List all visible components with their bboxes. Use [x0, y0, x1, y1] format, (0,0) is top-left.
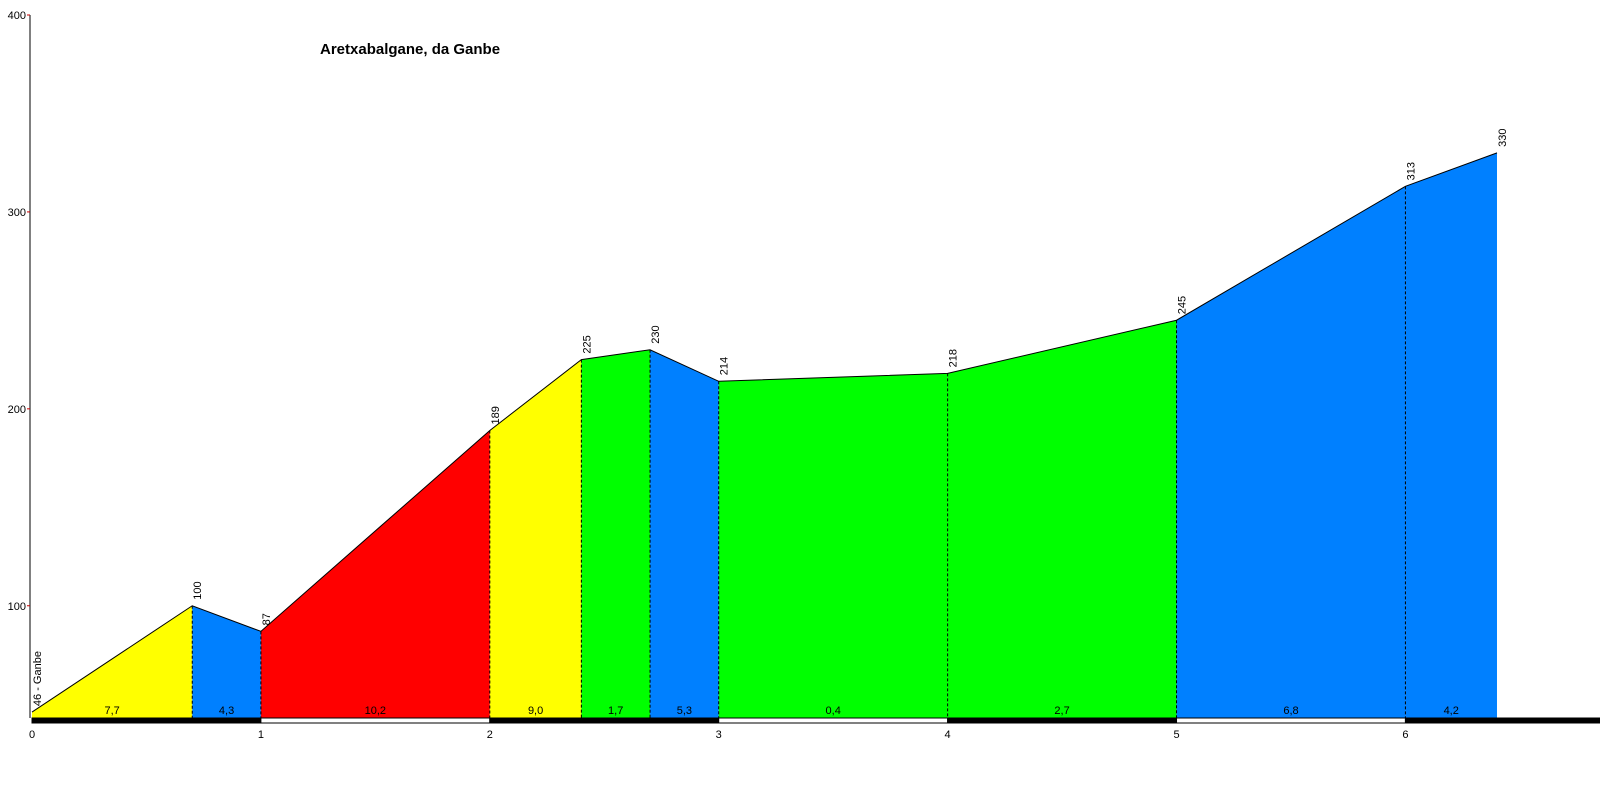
point-label: 330 — [1497, 128, 1509, 146]
segment-area — [260, 430, 490, 718]
x-tick-label: 4 — [945, 729, 951, 741]
segment-label: 7,7 — [104, 705, 119, 717]
point-label: 245 — [1177, 296, 1189, 314]
segment-label: 0,4 — [826, 705, 841, 717]
segment-label: 6,8 — [1283, 705, 1298, 717]
point-label: 46 - Ganbe — [32, 651, 44, 706]
segment-label: 2,7 — [1054, 705, 1069, 717]
segment-label: 4,3 — [219, 705, 234, 717]
distance-bar — [31, 717, 262, 724]
point-label: 313 — [1405, 162, 1417, 180]
distance-bar — [718, 717, 949, 724]
distance-bar — [947, 717, 1178, 724]
segment-area — [32, 605, 193, 718]
distance-bar — [260, 717, 491, 724]
segment-label: 4,2 — [1444, 705, 1459, 717]
point-label: 87 — [261, 613, 273, 625]
chart-title: Aretxabalgane, da Ganbe — [320, 41, 500, 58]
segment-label: 5,3 — [677, 705, 692, 717]
point-label: 230 — [650, 325, 662, 343]
segment-area — [489, 359, 582, 718]
y-tick-label: 300 — [8, 207, 26, 219]
segment-area — [192, 605, 261, 718]
y-tick-label: 400 — [8, 10, 26, 22]
point-label: 100 — [192, 581, 204, 599]
segment-label: 9,0 — [528, 705, 543, 717]
x-tick-label: 0 — [29, 729, 35, 741]
segment-area — [1405, 152, 1497, 718]
distance-bar — [1404, 717, 1600, 724]
segment-area — [718, 373, 948, 718]
y-tick-label: 100 — [8, 601, 26, 613]
segment-area — [1176, 186, 1406, 718]
segment-label: 1,7 — [608, 705, 623, 717]
segment-area — [650, 349, 719, 718]
x-tick-label: 5 — [1173, 729, 1179, 741]
point-label: 225 — [581, 335, 593, 353]
x-tick-label: 3 — [716, 729, 722, 741]
point-label: 214 — [719, 357, 731, 375]
point-label: 218 — [948, 349, 960, 367]
distance-bar — [489, 717, 720, 724]
x-tick-label: 6 — [1402, 729, 1408, 741]
x-tick-label: 2 — [487, 729, 493, 741]
point-label: 189 — [490, 406, 502, 424]
segment-area — [581, 349, 651, 718]
distance-bar — [1176, 717, 1406, 724]
x-tick-label: 1 — [258, 729, 264, 741]
segment-label: 10,2 — [365, 705, 386, 717]
y-tick-label: 200 — [8, 404, 26, 416]
segment-area — [947, 320, 1177, 718]
